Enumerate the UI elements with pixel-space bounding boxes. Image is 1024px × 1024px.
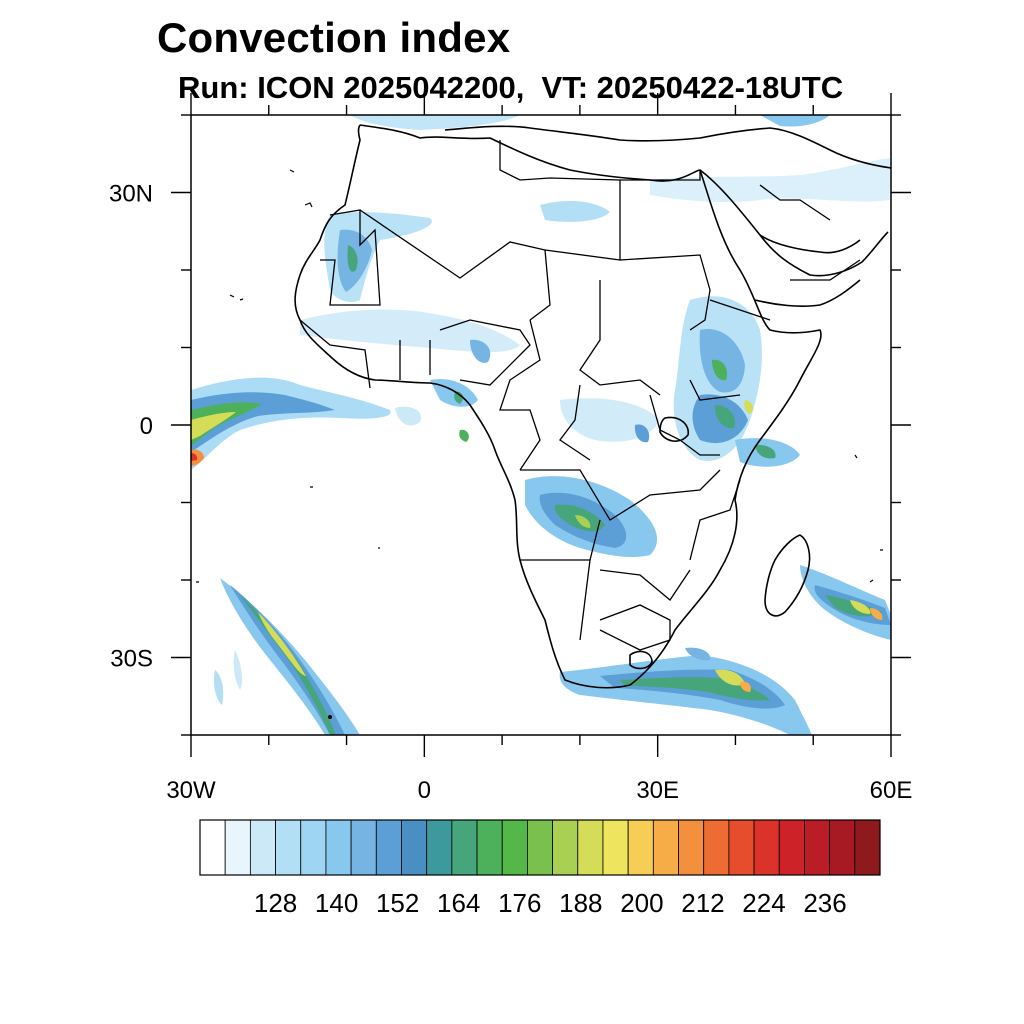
colorbar-swatch — [350, 819, 377, 876]
lake-victoria — [659, 416, 690, 442]
x-axis-labels: 30W 0 30E 60E — [166, 777, 912, 804]
colorbar-label: 224 — [742, 888, 785, 918]
x-tick-label: 0 — [418, 777, 431, 804]
colorbar-label: 176 — [498, 888, 541, 918]
colorbar-swatch — [778, 819, 805, 876]
x-tick-label: 30E — [636, 777, 679, 804]
colorbar-swatch — [602, 819, 629, 876]
colorbar-swatch — [224, 819, 251, 876]
convection-area-madagascar-east — [800, 565, 891, 640]
x-tick-label: 60E — [870, 777, 913, 804]
colorbar-swatch — [199, 819, 226, 876]
x-tick-label: 30W — [166, 777, 216, 804]
lake-lesotho-ring — [629, 650, 653, 670]
colorbar-swatch — [627, 819, 654, 876]
colorbar-swatch — [753, 819, 780, 876]
colorbar-swatch — [652, 819, 679, 876]
map-subtitle: Run: ICON 2025042200, VT: 20250422-18UTC — [178, 70, 844, 105]
colorbar-swatch — [476, 819, 503, 876]
colorbar-swatch — [325, 819, 352, 876]
colorbar-labels: 128 140 152 164 176 188 200 212 224 236 — [254, 888, 847, 918]
convection-area-congo-basin — [525, 398, 660, 558]
y-tick-label: 0 — [140, 413, 153, 440]
colorbar-label: 212 — [681, 888, 724, 918]
colorbar-label: 236 — [803, 888, 846, 918]
colorbar-label: 128 — [254, 888, 297, 918]
y-axis-labels: 30N 0 30S — [109, 181, 153, 673]
colorbar-label: 200 — [620, 888, 663, 918]
colorbar-swatch — [401, 819, 428, 876]
convection-field — [191, 115, 891, 735]
convection-area-east-africa — [673, 296, 800, 467]
colorbar-swatch — [728, 819, 755, 876]
colorbar-swatch — [703, 819, 730, 876]
colorbar — [199, 819, 881, 876]
islands — [196, 169, 883, 583]
colorbar-swatch — [451, 819, 478, 876]
colorbar-swatch — [275, 819, 302, 876]
convection-area-gulf-of-guinea-band — [191, 377, 421, 470]
y-tick-label: 30S — [110, 646, 153, 673]
madagascar-coastline — [764, 534, 811, 617]
arabia-coastline — [699, 169, 889, 307]
colorbar-swatch — [501, 819, 528, 876]
mediterranean-coastline — [444, 125, 892, 169]
colorbar-swatch — [804, 819, 831, 876]
colorbar-frame — [199, 819, 881, 876]
axis-ticks — [171, 93, 911, 757]
convection-area-south-africa-front — [559, 647, 812, 735]
map-title: Convection index — [157, 14, 511, 61]
colorbar-swatch — [577, 819, 604, 876]
colorbar-swatch — [426, 819, 453, 876]
colorbar-swatch — [375, 819, 402, 876]
colorbar-swatch — [678, 819, 705, 876]
colorbar-swatch — [300, 819, 327, 876]
convection-area-west-africa-sahel — [300, 115, 890, 442]
convection-area-south-atlantic-front — [213, 578, 360, 735]
colorbar-swatch — [552, 819, 579, 876]
colorbar-swatch — [854, 819, 881, 876]
colorbar-swatch — [829, 819, 856, 876]
colorbar-swatch — [249, 819, 276, 876]
colorbar-swatch — [527, 819, 553, 876]
colorbar-label: 164 — [437, 888, 480, 918]
y-tick-label: 30N — [109, 181, 153, 208]
colorbar-label: 152 — [376, 888, 419, 918]
colorbar-label: 140 — [315, 888, 358, 918]
country-borders — [299, 140, 861, 651]
colorbar-label: 188 — [559, 888, 602, 918]
